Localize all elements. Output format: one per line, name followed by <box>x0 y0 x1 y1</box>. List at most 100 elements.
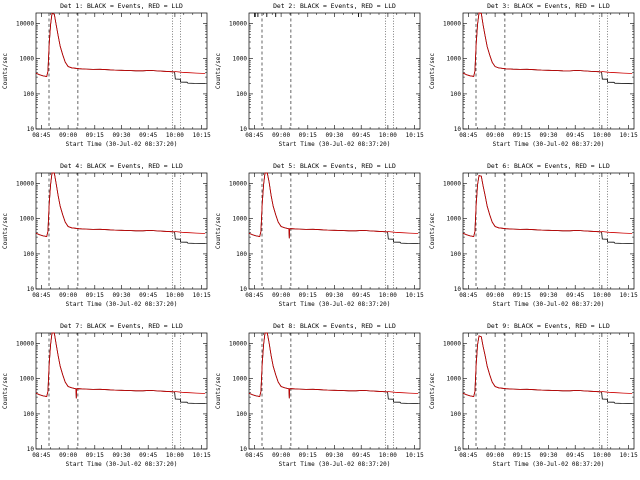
y-tick-label: 100 <box>450 251 461 258</box>
axis-frame <box>462 172 635 290</box>
x-tick-label: 09:30 <box>539 452 557 459</box>
y-tick-label: 100 <box>450 411 461 418</box>
plot-svg: 08:45 09:00 09:15 09:30 09:45 10:00 10:15 10 100… <box>2 2 211 148</box>
x-tick-label: 09:15 <box>512 132 530 139</box>
x-tick-label: 10:00 <box>166 292 184 299</box>
x-tick-label: 10:00 <box>593 452 611 459</box>
axis-frame <box>462 12 635 130</box>
y-tick-label: 10000 <box>229 181 247 188</box>
lld-line <box>462 12 632 77</box>
panel-title: Det 9: BLACK = Events, RED = LLD <box>487 322 610 330</box>
x-tick-label: 09:00 <box>59 292 77 299</box>
x-tick-label: 09:00 <box>486 132 504 139</box>
axis-frame <box>35 172 208 290</box>
x-tick-label: 09:00 <box>272 292 290 299</box>
y-tick-label: 100 <box>23 251 34 258</box>
x-tick-label: 09:00 <box>486 292 504 299</box>
y-tick-label: 100 <box>237 91 248 98</box>
y-tick-label: 100 <box>237 411 248 418</box>
x-tick-label: 09:15 <box>299 292 317 299</box>
x-tick-label: 09:15 <box>299 132 317 139</box>
x-tick-label: 08:45 <box>32 292 50 299</box>
x-tick-label: 10:15 <box>193 292 211 299</box>
y-tick-label: 10 <box>453 126 461 133</box>
chart-panel-det-5: 08:45 09:00 09:15 09:30 09:45 10:00 10:15 10 100… <box>213 160 426 320</box>
y-tick-label: 10 <box>240 126 248 133</box>
lld-line <box>35 12 206 77</box>
x-tick-label: 08:45 <box>459 292 477 299</box>
x-tick-label: 09:30 <box>539 292 557 299</box>
x-tick-label: 09:45 <box>139 132 157 139</box>
x-tick-label: 10:00 <box>593 132 611 139</box>
y-axis-label: Counts/sec <box>429 373 436 409</box>
x-axis-label: Start Time (30-Jul-02 08:37:20) <box>492 141 604 148</box>
y-tick-label: 100 <box>23 91 34 98</box>
x-tick-label: 10:15 <box>193 452 211 459</box>
plot-svg: 08:45 09:00 09:15 09:30 09:45 10:00 10:15 10 100… <box>2 322 211 468</box>
x-axis-label: Start Time (30-Jul-02 08:37:20) <box>66 301 178 308</box>
y-tick-label: 10000 <box>229 341 247 348</box>
events-line <box>35 172 206 244</box>
x-tick-label: 10:15 <box>406 452 424 459</box>
x-tick-label: 09:45 <box>566 132 584 139</box>
x-tick-label: 09:30 <box>112 452 130 459</box>
panel-title: Det 2: BLACK = Events, RED = LLD <box>273 2 396 10</box>
y-tick-label: 10 <box>27 126 35 133</box>
y-tick-label: 10 <box>240 446 248 453</box>
chart-panel-det-1: 08:45 09:00 09:15 09:30 09:45 10:00 10:15 10 100… <box>0 0 213 160</box>
y-tick-label: 10 <box>27 446 35 453</box>
x-axis-label: Start Time (30-Jul-02 08:37:20) <box>279 301 391 308</box>
events-line <box>462 12 632 85</box>
lld-line <box>462 335 632 397</box>
x-tick-label: 08:45 <box>32 132 50 139</box>
x-tick-label: 08:45 <box>459 452 477 459</box>
axis-frame <box>248 172 421 290</box>
y-axis-label: Counts/sec <box>2 373 9 409</box>
x-tick-label: 09:45 <box>353 292 371 299</box>
chart-panel-det-9: 08:45 09:00 09:15 09:30 09:45 10:00 10:15 10 100… <box>427 320 640 480</box>
x-tick-label: 09:30 <box>539 132 557 139</box>
events-line <box>249 332 419 404</box>
plot-svg: 08:45 09:00 09:15 09:30 09:45 10:00 10:15 10 100… <box>429 162 638 308</box>
y-tick-label: 1000 <box>20 216 35 223</box>
y-tick-label: 100 <box>450 91 461 98</box>
x-tick-label: 09:00 <box>272 132 290 139</box>
y-tick-label: 10000 <box>16 181 34 188</box>
x-axis-label: Start Time (30-Jul-02 08:37:20) <box>279 141 391 148</box>
y-tick-label: 1000 <box>20 56 35 63</box>
x-tick-label: 09:00 <box>59 132 77 139</box>
y-tick-label: 100 <box>23 411 34 418</box>
x-tick-label: 09:15 <box>86 452 104 459</box>
lld-line <box>249 172 419 239</box>
y-axis-label: Counts/sec <box>215 373 222 409</box>
x-tick-label: 09:45 <box>139 292 157 299</box>
x-tick-label: 09:15 <box>512 452 530 459</box>
x-tick-label: 10:15 <box>406 132 424 139</box>
axis-frame <box>35 332 208 450</box>
panel-title: Det 8: BLACK = Events, RED = LLD <box>273 322 396 330</box>
x-tick-label: 08:45 <box>32 452 50 459</box>
x-tick-label: 09:45 <box>566 292 584 299</box>
plot-svg: 08:45 09:00 09:15 09:30 09:45 10:00 10:15 10 100… <box>215 322 424 468</box>
x-tick-label: 10:00 <box>166 132 184 139</box>
y-axis-label: Counts/sec <box>429 53 436 89</box>
panel-title: Det 6: BLACK = Events, RED = LLD <box>487 162 610 170</box>
panel-title: Det 4: BLACK = Events, RED = LLD <box>60 162 183 170</box>
x-axis-label: Start Time (30-Jul-02 08:37:20) <box>492 461 604 468</box>
x-tick-label: 08:45 <box>246 452 264 459</box>
plot-svg: 08:45 09:00 09:15 09:30 09:45 10:00 10:15 10 100… <box>429 2 638 148</box>
axis-frame <box>248 12 421 130</box>
y-tick-label: 1000 <box>233 376 248 383</box>
x-tick-label: 10:00 <box>593 292 611 299</box>
y-tick-label: 1000 <box>20 376 35 383</box>
y-tick-label: 10000 <box>229 21 247 28</box>
x-tick-label: 09:15 <box>299 452 317 459</box>
y-tick-label: 10000 <box>443 341 461 348</box>
y-axis-label: Counts/sec <box>215 213 222 249</box>
y-axis-label: Counts/sec <box>2 53 9 89</box>
plot-svg: 08:45 09:00 09:15 09:30 09:45 10:00 10:15 10 100… <box>429 322 638 468</box>
y-tick-label: 10000 <box>443 181 461 188</box>
y-tick-label: 10000 <box>16 21 34 28</box>
panel-title: Det 7: BLACK = Events, RED = LLD <box>60 322 183 330</box>
